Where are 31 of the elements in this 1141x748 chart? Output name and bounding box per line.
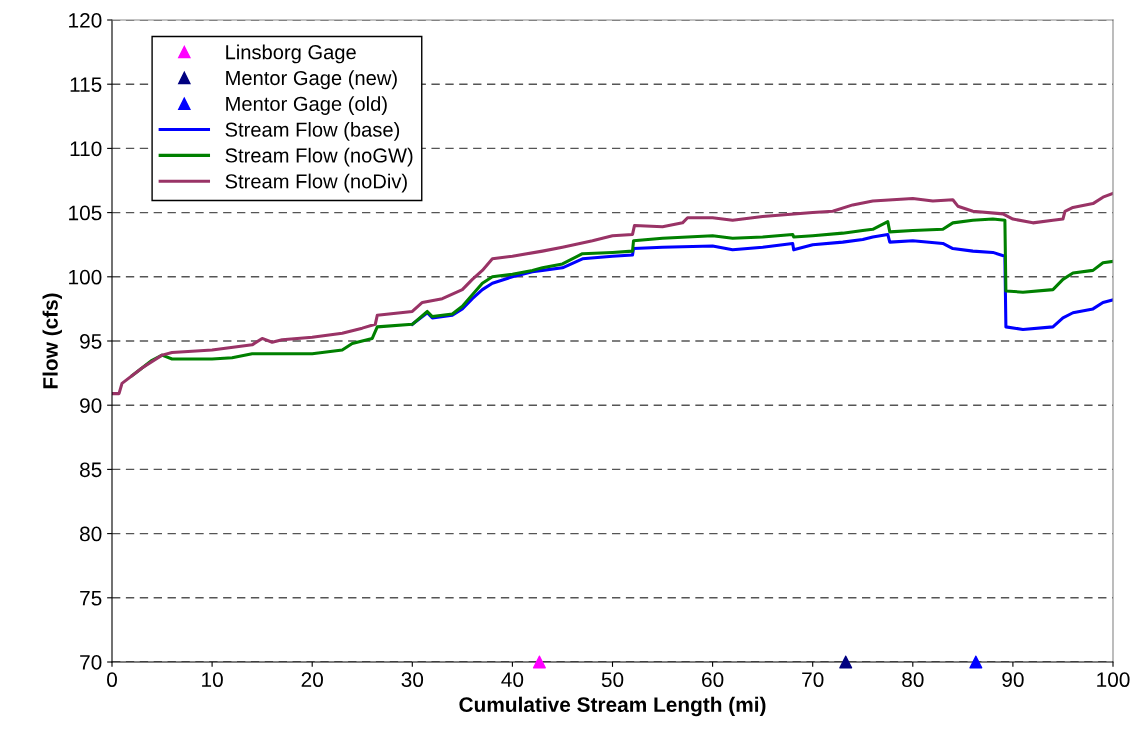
- legend-label: Mentor Gage (old): [226, 96, 387, 115]
- line-series: [112, 191, 1113, 396]
- y-tick-label: 75: [80, 591, 102, 606]
- y-tick-label: 70: [80, 655, 102, 670]
- x-axis-title: Cumulative Stream Length (mi): [459, 696, 766, 717]
- x-tick-label: 70: [802, 672, 824, 688]
- y-axis-title: Flow (cfs): [42, 293, 62, 389]
- y-tick-label: 110: [70, 141, 102, 157]
- legend-label: Stream Flow (noGW): [225, 147, 413, 167]
- x-tick-label: 90: [1002, 672, 1024, 688]
- y-tick-label: 80: [80, 526, 102, 542]
- x-tick-label: 50: [601, 672, 624, 688]
- x-tick-label: 0: [107, 672, 117, 688]
- legend-label: Stream Flow (noDiv): [225, 173, 407, 193]
- x-tick-label: 20: [301, 672, 323, 688]
- y-tick-label: 95: [80, 334, 102, 349]
- y-tick-label: 100: [69, 269, 102, 285]
- y-tick-label: 105: [69, 205, 102, 221]
- legend-label: Linsborg Gage: [226, 44, 356, 64]
- y-tick-label: 90: [80, 398, 102, 413]
- x-tick-label: 80: [902, 672, 924, 688]
- x-tick-label: 40: [501, 672, 524, 688]
- x-tick-label: 10: [202, 672, 223, 688]
- y-tick-label: 115: [70, 77, 102, 92]
- legend-label: Stream Flow (base): [225, 122, 400, 141]
- x-tick-label: 60: [702, 672, 724, 688]
- legend-label: Mentor Gage (new): [226, 70, 397, 90]
- x-tick-label: 30: [401, 672, 424, 688]
- y-tick-label: 85: [80, 462, 102, 478]
- x-tick-label: 100: [1097, 672, 1130, 688]
- y-tick-label: 120: [69, 13, 102, 28]
